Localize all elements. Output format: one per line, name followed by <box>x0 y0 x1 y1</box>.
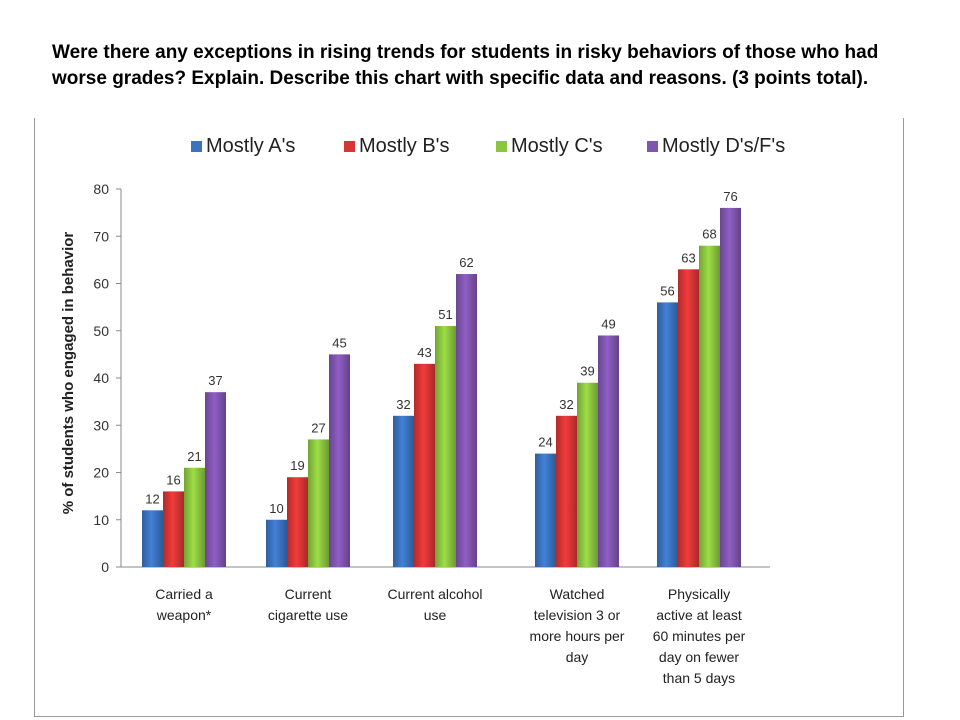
data-label: 68 <box>702 227 716 242</box>
bar <box>142 510 163 567</box>
y-tick-label: 20 <box>93 465 109 481</box>
data-label: 10 <box>269 501 283 516</box>
data-label: 62 <box>459 255 473 270</box>
x-tick-label: Current cigarette use <box>268 586 348 623</box>
data-label: 32 <box>396 397 410 412</box>
bar <box>329 354 350 567</box>
data-label: 45 <box>332 335 346 350</box>
x-tick-label: Watched television 3 or more hours per day <box>530 586 625 665</box>
y-tick-label: 80 <box>93 181 109 197</box>
data-label: 12 <box>145 491 159 506</box>
bar <box>308 439 329 567</box>
bar <box>535 453 556 567</box>
legend-swatch <box>344 141 355 152</box>
data-label: 21 <box>187 449 201 464</box>
bar <box>393 415 414 567</box>
legend-label: Mostly C's <box>511 135 603 157</box>
bar <box>577 382 598 567</box>
legend-label: Mostly B's <box>359 135 450 157</box>
x-tick-label: Current alcohol use <box>388 586 483 623</box>
bar <box>598 335 619 567</box>
y-tick-label: 60 <box>93 276 109 292</box>
data-label: 43 <box>417 345 431 360</box>
bar <box>205 392 226 567</box>
data-label: 63 <box>681 250 695 265</box>
data-label: 27 <box>311 420 325 435</box>
bar <box>287 477 308 567</box>
bar <box>414 363 435 567</box>
y-tick-label: 10 <box>93 512 109 528</box>
bar <box>163 491 184 567</box>
x-tick-label: Physically active at least 60 minutes per d… <box>653 586 746 686</box>
bar <box>556 415 577 567</box>
bar <box>720 207 741 567</box>
legend-swatch <box>496 141 507 152</box>
y-tick-label: 50 <box>93 323 109 339</box>
data-label: 76 <box>723 189 737 204</box>
legend-label: Mostly A's <box>206 135 295 157</box>
data-label: 39 <box>580 364 594 379</box>
y-tick-label: 70 <box>93 228 109 244</box>
legend-label: Mostly D's/F's <box>662 135 785 157</box>
data-label: 56 <box>660 283 674 298</box>
bar <box>184 467 205 567</box>
legend-swatch <box>191 141 202 152</box>
bar <box>699 245 720 567</box>
data-label: 37 <box>208 373 222 388</box>
data-label: 32 <box>559 397 573 412</box>
x-tick-label: Carried a weapon* <box>155 586 213 623</box>
bar <box>266 519 287 567</box>
y-tick-label: 0 <box>101 559 109 575</box>
y-axis-title: % of students who engaged in behavior <box>60 232 77 515</box>
y-tick-label: 40 <box>93 370 109 386</box>
data-label: 19 <box>290 458 304 473</box>
data-label: 24 <box>538 435 552 450</box>
legend-swatch <box>647 141 658 152</box>
question-text: Were there any exceptions in rising tren… <box>52 42 879 89</box>
data-label: 49 <box>601 316 615 331</box>
bar-chart: 0 10 20 30 40 50 60 70 80 % of students who engag… <box>60 135 785 686</box>
bar <box>435 326 456 567</box>
bar <box>456 274 477 567</box>
chart-frame: 0 10 20 30 40 50 60 70 80 % of students who engag… <box>34 118 904 717</box>
bar <box>678 269 699 567</box>
data-label: 16 <box>166 472 180 487</box>
data-label: 51 <box>438 307 452 322</box>
y-tick-label: 30 <box>93 417 109 433</box>
bar <box>657 302 678 567</box>
